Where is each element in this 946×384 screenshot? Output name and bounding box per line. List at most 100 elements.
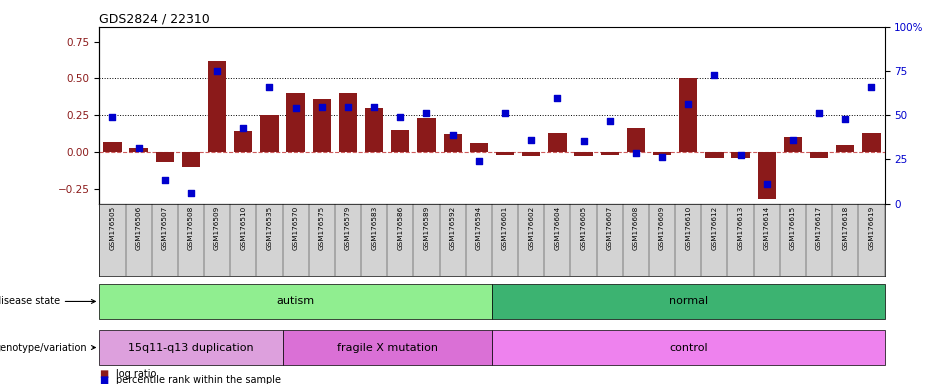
Bar	[469, 143, 488, 152]
Text: GSM176612: GSM176612	[711, 206, 717, 250]
Point	[498, 110, 513, 116]
Text: GSM176535: GSM176535	[267, 206, 272, 250]
Point	[366, 104, 381, 110]
Point	[733, 151, 748, 157]
Point	[655, 154, 670, 160]
Text: GSM176594: GSM176594	[476, 206, 482, 250]
Bar	[234, 131, 253, 152]
Text: disease state: disease state	[0, 296, 96, 306]
Bar	[417, 118, 436, 152]
Point	[812, 110, 827, 116]
Text: control: control	[669, 343, 708, 353]
Bar	[679, 78, 697, 152]
Point	[576, 138, 591, 144]
Text: GSM176604: GSM176604	[554, 206, 560, 250]
Point	[628, 150, 643, 156]
Bar	[836, 145, 854, 152]
Bar	[492, 330, 885, 365]
Bar	[492, 284, 885, 319]
Point	[105, 114, 120, 121]
Bar	[130, 147, 148, 152]
Point	[184, 190, 199, 196]
Bar	[365, 108, 383, 152]
Text: genotype/variation: genotype/variation	[0, 343, 96, 353]
Bar	[444, 134, 462, 152]
Bar	[626, 128, 645, 152]
Text: GSM176618: GSM176618	[842, 206, 849, 250]
Bar	[548, 133, 567, 152]
Bar	[155, 152, 174, 162]
Text: GSM176506: GSM176506	[135, 206, 142, 250]
Text: percentile rank within the sample: percentile rank within the sample	[116, 375, 281, 384]
Text: GSM176610: GSM176610	[685, 206, 692, 250]
Point	[838, 116, 853, 122]
Point	[131, 145, 146, 151]
Text: ■: ■	[99, 369, 109, 379]
Bar	[103, 142, 122, 152]
Text: GSM176505: GSM176505	[110, 206, 115, 250]
Bar	[312, 99, 331, 152]
Bar	[758, 152, 776, 199]
Bar	[862, 133, 881, 152]
Text: GSM176609: GSM176609	[659, 206, 665, 250]
Text: GSM176619: GSM176619	[868, 206, 874, 250]
Bar	[339, 93, 358, 152]
Text: autism: autism	[276, 296, 315, 306]
Bar	[653, 152, 672, 155]
Text: normal: normal	[669, 296, 708, 306]
Text: GSM176509: GSM176509	[214, 206, 220, 250]
Text: GSM176608: GSM176608	[633, 206, 639, 250]
Text: GSM176575: GSM176575	[319, 206, 324, 250]
Bar	[522, 152, 540, 156]
Point	[603, 118, 618, 124]
Point	[680, 101, 695, 107]
Point	[524, 137, 539, 143]
Point	[341, 104, 356, 110]
Text: ■: ■	[99, 375, 109, 384]
Text: GSM176579: GSM176579	[345, 206, 351, 250]
Bar	[705, 152, 724, 158]
Text: GSM176607: GSM176607	[606, 206, 613, 250]
Text: GSM176570: GSM176570	[292, 206, 299, 250]
Point	[785, 137, 800, 143]
Point	[209, 68, 225, 74]
Bar	[783, 137, 802, 152]
Point	[236, 125, 251, 131]
Text: GSM176613: GSM176613	[738, 206, 744, 250]
Point	[445, 132, 460, 138]
Text: fragile X mutation: fragile X mutation	[337, 343, 438, 353]
Bar	[391, 130, 410, 152]
Text: GSM176605: GSM176605	[581, 206, 587, 250]
Text: log ratio: log ratio	[116, 369, 157, 379]
Text: GDS2824 / 22310: GDS2824 / 22310	[99, 13, 210, 26]
Bar	[810, 152, 829, 158]
Text: GSM176615: GSM176615	[790, 206, 796, 250]
Point	[314, 104, 329, 110]
Bar	[496, 152, 515, 155]
Bar	[99, 284, 492, 319]
Point	[707, 72, 722, 78]
Bar	[283, 330, 492, 365]
Point	[550, 94, 565, 101]
Text: GSM176508: GSM176508	[188, 206, 194, 250]
Text: GSM176617: GSM176617	[816, 206, 822, 250]
Text: GSM176601: GSM176601	[502, 206, 508, 250]
Bar	[731, 152, 750, 158]
Bar	[208, 61, 226, 152]
Point	[864, 84, 879, 90]
Bar	[601, 152, 619, 155]
Text: GSM176589: GSM176589	[424, 206, 429, 250]
Text: GSM176510: GSM176510	[240, 206, 246, 250]
Text: GSM176592: GSM176592	[449, 206, 456, 250]
Point	[262, 84, 277, 90]
Text: 15q11-q13 duplication: 15q11-q13 duplication	[128, 343, 254, 353]
Point	[157, 177, 172, 183]
Bar	[287, 93, 305, 152]
Point	[288, 105, 303, 111]
Point	[471, 158, 486, 164]
Point	[393, 114, 408, 121]
Text: GSM176586: GSM176586	[397, 206, 403, 250]
Bar	[574, 152, 593, 156]
Text: GSM176614: GSM176614	[763, 206, 770, 250]
Point	[759, 180, 774, 187]
